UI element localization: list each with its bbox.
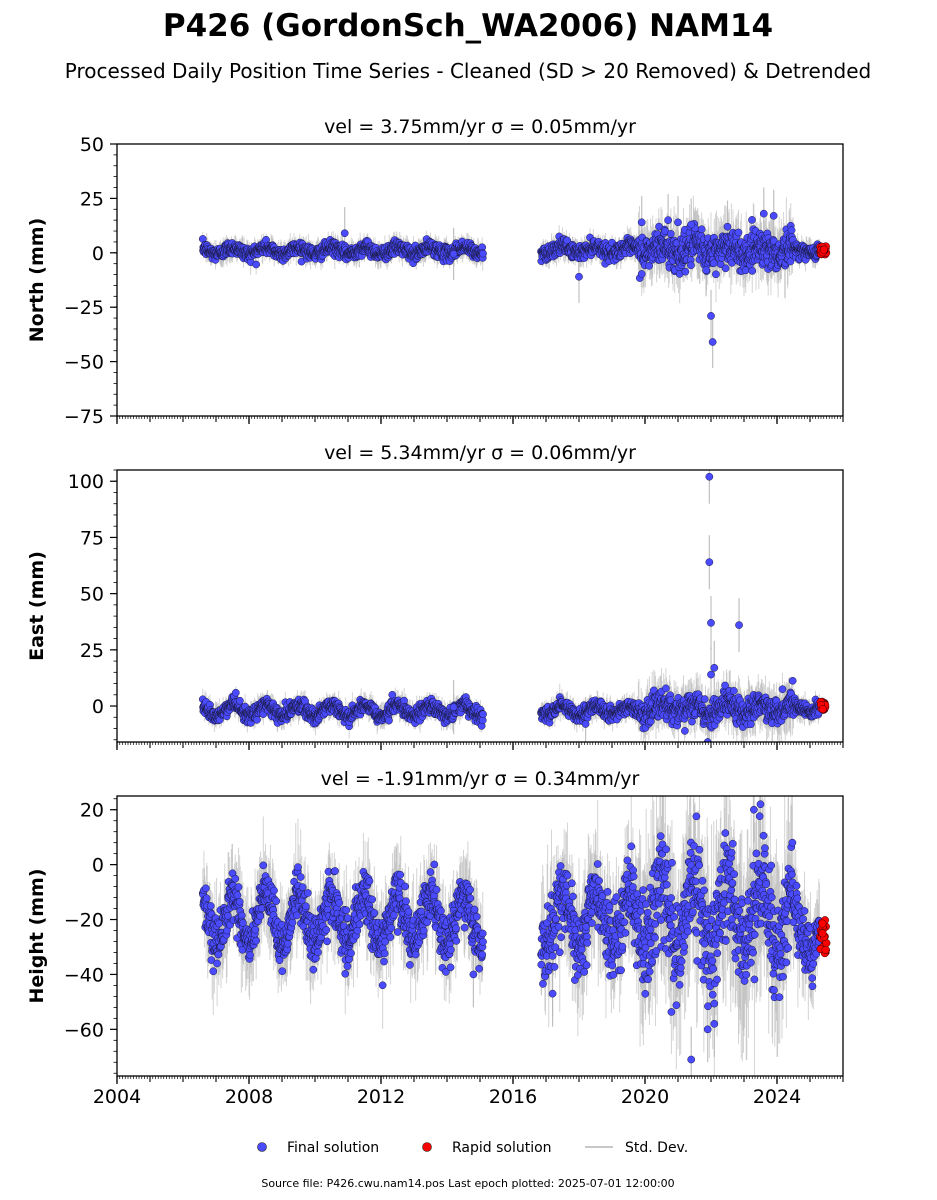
figure-subtitle: Processed Daily Position Time Series - C… [65,59,871,83]
y-tick-label: 50 [80,134,104,156]
final-point-outlier [637,218,646,227]
final-point [721,264,730,273]
panel-title: vel = 5.34mm/yr σ = 0.06mm/yr [324,442,636,464]
stddev-bars [202,187,820,369]
final-point-outlier [687,220,696,229]
final-point-outlier [702,266,710,275]
axes-frame [116,143,844,417]
final-point [253,715,261,724]
data-layer [198,187,831,369]
final-point-outlier [707,312,715,320]
final-point [479,249,487,258]
y-tick-label: −50 [64,352,104,374]
final-point-outlier [575,272,583,281]
final-point-outlier [723,222,732,231]
panel-title: vel = 3.75mm/yr σ = 0.05mm/yr [324,116,636,138]
chart-panel-2: vel = 5.34mm/yr σ = 0.06mm/yr1007550250E… [26,442,844,750]
final-point-outlier [674,218,682,227]
final-point [734,228,743,237]
final-point-outlier [340,229,349,238]
plot-panels: vel = 3.75mm/yr σ = 0.05mm/yr 50 25 0 −25 −50… [26,116,844,1108]
final-point [637,270,646,278]
final-point [748,267,757,275]
final-point [645,262,653,270]
figure-title: P426 (GordonSch_WA2006) NAM14 [163,8,773,44]
final-solution-points [198,209,824,346]
y-tick-label: 0 [92,243,104,265]
final-point [687,261,695,270]
final-point [236,696,244,705]
final-point [697,225,706,234]
y-tick-label: 25 [80,188,104,210]
final-point-outlier [708,338,717,346]
final-point-outlier [449,250,458,258]
final-point [252,260,260,269]
final-solution-points [198,472,824,742]
chart-panel-1: vel = 3.75mm/yr σ = 0.05mm/yr 50 25 0 −25 −50… [26,116,844,428]
final-point [712,270,720,279]
final-point [787,226,796,235]
rapid-point [819,245,828,254]
y-axis-label: North (mm) [26,218,48,343]
final-point [681,267,690,276]
final-point-outlier [759,209,768,218]
final-point [748,216,756,224]
final-point-outlier [769,211,778,220]
y-tick-label: −25 [64,297,104,319]
y-tick-label: −75 [64,406,104,428]
stddev-bars [202,470,820,742]
final-point [231,688,240,697]
rapid-solution-points [816,242,831,259]
data-layer [198,470,830,742]
final-point-outlier [664,216,672,225]
final-point [667,230,675,238]
